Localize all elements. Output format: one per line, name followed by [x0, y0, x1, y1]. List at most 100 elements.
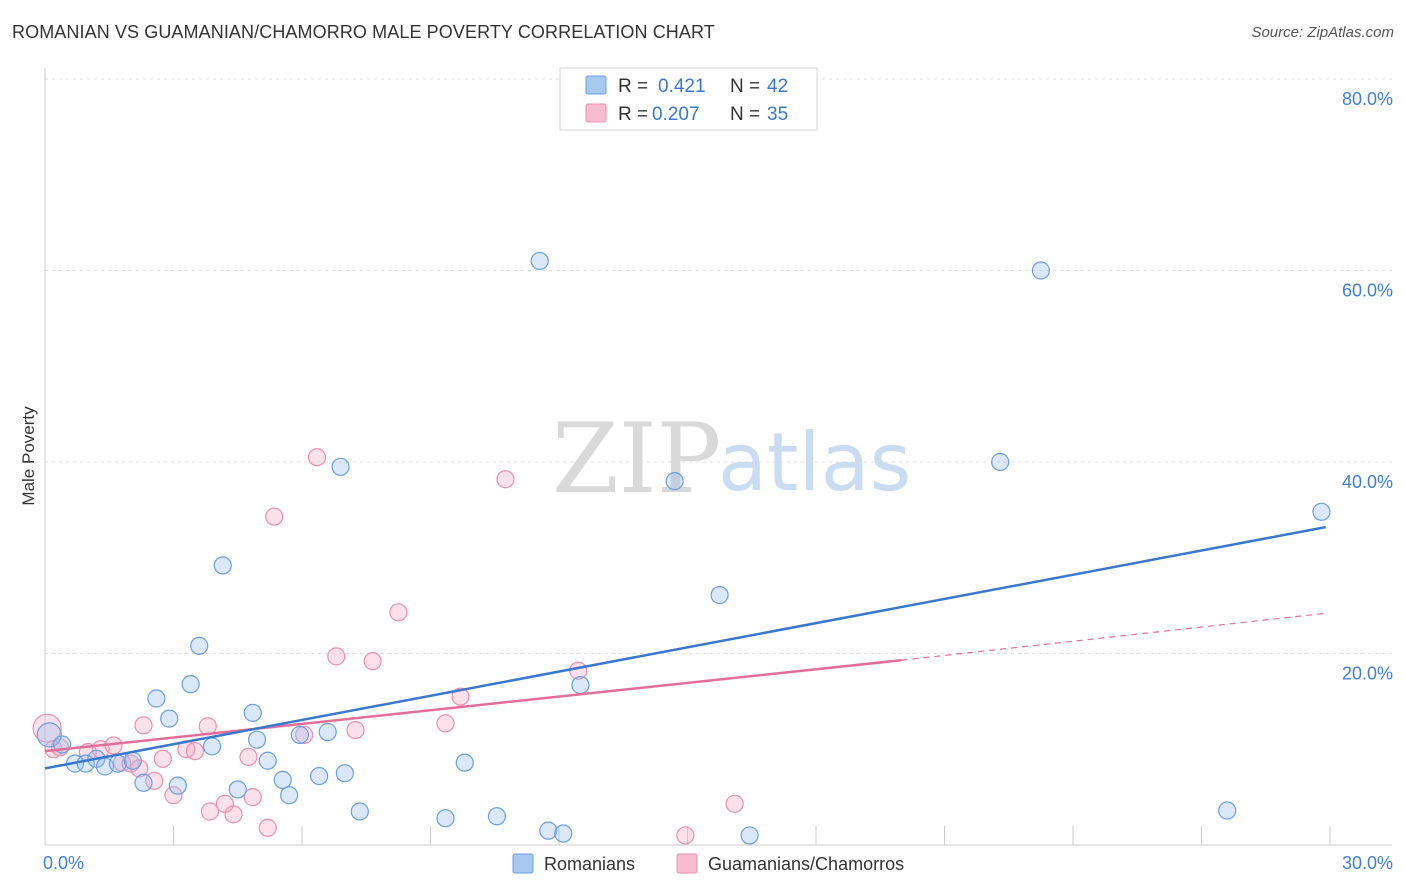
guamanian-point [295, 725, 314, 744]
romanian-point [181, 675, 200, 694]
romanian-point [740, 826, 759, 845]
romanian-point [710, 585, 729, 605]
guamanian-point [496, 470, 515, 489]
guamanian-point [224, 805, 243, 824]
guamanian-trend-line [44, 658, 902, 753]
romanian-point [665, 472, 684, 491]
romanian-point [134, 773, 153, 792]
romanian-point [36, 722, 62, 748]
romanian-point [331, 457, 350, 476]
guamanian-point [153, 749, 172, 768]
legend-r-label-2: R = [618, 104, 648, 125]
y-tick-label: 80.0% [1342, 89, 1393, 109]
guamanian-point [327, 647, 346, 666]
guamanian-points [32, 448, 744, 845]
legend-r-value-2: 0.207 [652, 104, 700, 125]
romanian-point [147, 689, 166, 708]
guamanian-point [239, 747, 258, 767]
y-tick-label: 20.0% [1342, 664, 1393, 684]
romanian-trend-line [44, 525, 1326, 770]
romanian-point [530, 251, 549, 271]
romanian-points [36, 251, 1331, 845]
legend-n-label-1: N = [730, 76, 760, 97]
romanian-point [1031, 261, 1050, 280]
romanian-point [310, 766, 329, 786]
romanian-point [571, 675, 590, 695]
romanian-point [160, 709, 179, 728]
x-tick-labels: 0.0% 30.0% [43, 853, 1393, 873]
guamanian-point [346, 720, 365, 740]
guamanian-point [134, 716, 153, 735]
romanian-point [228, 780, 247, 799]
romanian-point [168, 776, 187, 795]
romanian-point [318, 722, 337, 742]
romanian-point [1218, 801, 1237, 820]
romanian-point [190, 636, 209, 655]
romanian-point [1312, 502, 1331, 521]
guamanian-point [436, 714, 455, 733]
romanian-point [243, 703, 262, 722]
legend: R = 0.421 N = 42 R = 0.207 N = 35 [559, 67, 818, 131]
bottom-legend: Romanians Guamanians/Chamorros [512, 853, 904, 874]
y-tick-labels: 20.0% 40.0% 60.0% 80.0% [1342, 89, 1393, 684]
romanian-point [108, 754, 127, 773]
romanian-point [123, 751, 142, 770]
source-label: Source: ZipAtlas.com [1251, 24, 1394, 41]
romanian-point [213, 556, 232, 575]
romanian-point [991, 452, 1010, 472]
legend-swatch-guamanians [585, 103, 607, 123]
y-axis-label: Male Poverty [19, 406, 38, 506]
legend-n-value-2: 35 [767, 104, 788, 125]
guamanian-point [185, 742, 205, 761]
watermark-zip: ZIP [552, 403, 721, 515]
guamanian-trend-extension [901, 612, 1326, 661]
bottom-legend-romanians: Romanians [544, 854, 635, 874]
watermark-atlas: atlas [718, 416, 911, 509]
romanian-point [554, 824, 573, 843]
romanian-point [247, 730, 267, 749]
romanian-point [350, 802, 369, 821]
y-tick-label: 40.0% [1342, 472, 1393, 492]
romanian-point [487, 807, 506, 826]
legend-swatch-romanians [585, 75, 607, 95]
romanian-point [273, 770, 292, 789]
guamanian-point [200, 802, 220, 821]
guamanian-point [121, 754, 140, 773]
guamanian-point [676, 826, 695, 845]
guamanian-point [164, 786, 183, 805]
x-tick-label: 0.0% [43, 853, 84, 873]
guamanian-point [50, 738, 70, 757]
romanian-point [280, 786, 299, 805]
axes [44, 68, 1392, 846]
guamanian-point [725, 794, 744, 813]
x-tick-label: 30.0% [1342, 853, 1393, 873]
romanian-point [455, 753, 474, 772]
trend-lines [44, 525, 1326, 770]
guamanian-point [389, 603, 408, 622]
romanian-point [258, 751, 277, 770]
bottom-legend-swatch-guamanians [676, 853, 698, 874]
watermark: ZIP atlas [552, 403, 911, 515]
guamanian-point [451, 687, 470, 706]
guamanian-point [363, 652, 382, 671]
legend-n-label-2: N = [730, 104, 760, 125]
guamanian-point [243, 788, 262, 807]
romanian-point [539, 821, 558, 840]
guamanian-point [265, 507, 284, 526]
guamanian-point [32, 713, 62, 743]
guamanian-point [307, 448, 327, 467]
bottom-legend-guamanians: Guamanians/Chamorros [708, 854, 904, 874]
legend-r-label-1: R = [618, 76, 648, 97]
romanian-point [202, 737, 222, 756]
romanian-point [290, 725, 309, 744]
chart-title: ROMANIAN VS GUAMANIAN/CHAMORRO MALE POVE… [12, 22, 715, 42]
bottom-legend-swatch-romanians [512, 853, 534, 874]
romanian-point [335, 764, 354, 783]
y-tick-label: 60.0% [1342, 281, 1393, 301]
guamanian-point [258, 818, 277, 837]
legend-r-value-1: 0.421 [658, 76, 706, 97]
romanian-point [436, 809, 455, 828]
legend-n-value-1: 42 [767, 76, 788, 97]
grid [45, 78, 1392, 654]
